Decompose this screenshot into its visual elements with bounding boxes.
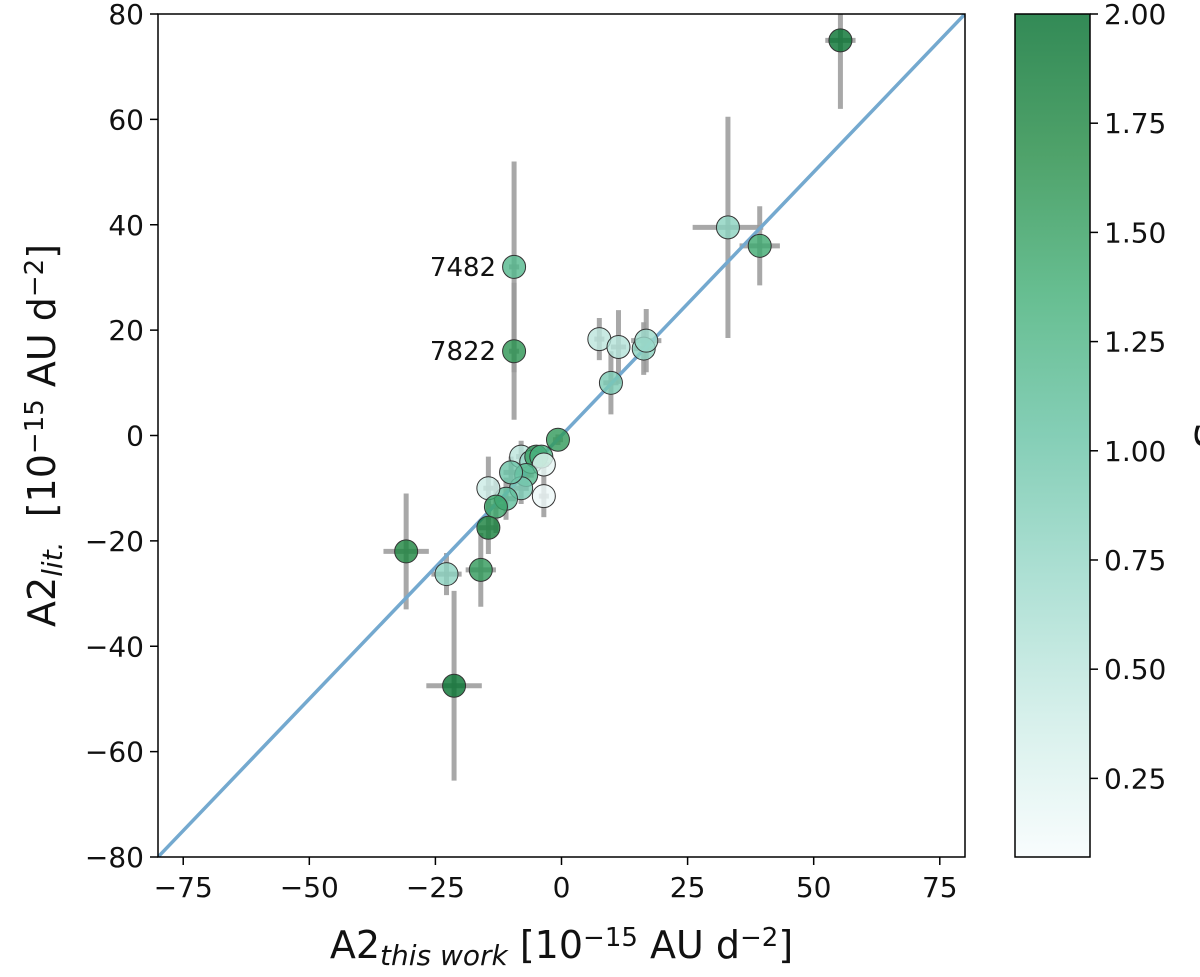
colorbar-tick-label: 1.00 <box>1104 435 1166 468</box>
point <box>531 484 556 509</box>
y-axis-label-part: −15 <box>20 399 50 454</box>
x-tick-label: 50 <box>796 871 832 904</box>
y-tick-label: −80 <box>85 841 144 874</box>
y-axis-label-part: −2 <box>20 259 50 297</box>
annotation: 7482 <box>430 253 496 283</box>
x-axis-label-part: AU d <box>638 923 740 967</box>
point <box>502 339 527 364</box>
x-tick-label: 75 <box>922 871 958 904</box>
point <box>531 452 556 477</box>
point <box>828 28 853 53</box>
colorbar-tick-label: 0.50 <box>1104 653 1166 686</box>
y-axis-label-part: ] <box>20 244 64 259</box>
colorbar-tick-label: 1.50 <box>1104 216 1166 249</box>
point <box>502 254 527 279</box>
x-axis-label-part: this work <box>380 939 510 972</box>
x-tick-label: 0 <box>553 871 571 904</box>
colorbar-label: S <box>1185 423 1200 448</box>
y-axis-label-part: lit. <box>36 541 69 576</box>
colorbar-tick-label: 0.75 <box>1104 544 1166 577</box>
x-tick-label: −75 <box>154 871 213 904</box>
colorbar-tick-label: 2.00 <box>1104 0 1166 31</box>
point <box>747 233 772 258</box>
colorbar <box>1015 14 1090 857</box>
annotation: 7822 <box>430 337 496 367</box>
point <box>598 370 623 395</box>
y-tick-label: 80 <box>108 0 144 31</box>
y-tick-label: 20 <box>108 314 144 347</box>
y-tick-label: 40 <box>108 209 144 242</box>
x-axis-label-part: A2 <box>330 923 380 967</box>
point <box>499 460 524 485</box>
point <box>442 673 467 698</box>
y-tick-label: −40 <box>85 630 144 663</box>
plot-area <box>158 14 965 857</box>
y-tick-label: −60 <box>85 736 144 769</box>
x-axis-label-part: −15 <box>583 923 638 953</box>
x-axis-label-part: −2 <box>740 923 778 953</box>
colorbar-tick-label: 0.25 <box>1104 762 1166 795</box>
point <box>606 334 631 359</box>
point <box>394 539 419 564</box>
colorbar-frame <box>1014 13 1091 858</box>
x-axis-label-part: ] <box>778 923 793 967</box>
x-axis-label-part: [10 <box>508 923 583 967</box>
colorbar-tick-label: 1.75 <box>1104 107 1166 140</box>
x-tick-label: −50 <box>280 871 339 904</box>
point <box>434 562 459 587</box>
point <box>476 515 501 540</box>
x-tick-label: 25 <box>670 871 706 904</box>
y-tick-label: 60 <box>108 103 144 136</box>
plot-frame <box>157 13 966 858</box>
x-tick-label: −25 <box>406 871 465 904</box>
y-axis-label-part: A2 <box>20 577 64 627</box>
y-tick-label: 0 <box>126 420 144 453</box>
y-axis-label-part: AU d <box>20 297 64 399</box>
point <box>634 328 659 353</box>
y-axis-label: A2lit. [10−15 AU d−2] <box>20 244 69 627</box>
colorbar-tick-label: 1.25 <box>1104 326 1166 359</box>
point <box>715 215 740 240</box>
point <box>468 557 493 582</box>
y-tick-label: −20 <box>85 525 144 558</box>
x-axis-label: A2this work [10−15 AU d−2] <box>330 923 793 972</box>
point <box>483 494 508 519</box>
point <box>545 427 570 452</box>
y-axis-label-part: [10 <box>20 454 64 541</box>
